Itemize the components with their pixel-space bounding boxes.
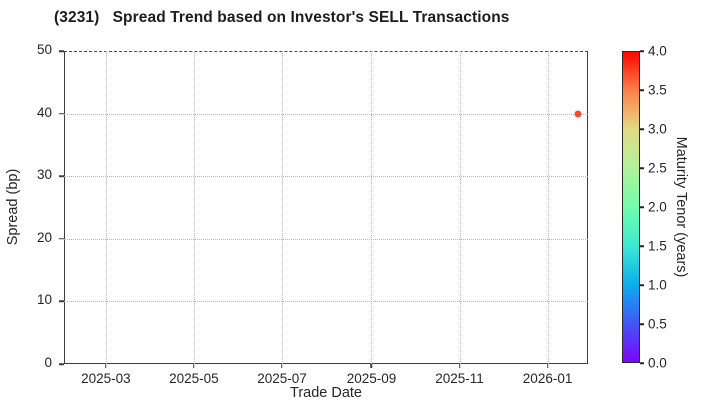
data-point [574,110,582,118]
y-gridline [64,176,588,178]
colorbar-tick-mark [640,206,644,208]
y-tick-mark [59,300,64,303]
colorbar-label: Maturity Tenor (years) [673,136,689,278]
x-gridline [281,51,283,364]
x-tick-mark [458,364,461,368]
colorbar-tick-label: 0.5 [648,316,667,332]
colorbar-tick-mark [640,167,644,169]
chart-title: (3231) Spread Trend based on Investor's … [54,9,510,26]
colorbar-tick-mark [640,50,644,52]
x-gridline [193,51,195,364]
x-tick-mark [370,364,373,368]
colorbar-tick-mark [640,323,644,325]
y-tick-label: 50 [36,42,52,57]
colorbar-tick-mark [640,362,644,364]
y-tick-mark [59,112,64,115]
colorbar-gradient [622,51,640,363]
x-tick-label: 2025-09 [346,371,397,386]
y-gridline [64,238,588,240]
x-tick-label: 2025-07 [257,371,307,386]
x-gridline [371,51,373,364]
y-gridline [64,301,588,303]
colorbar-tick-mark [640,245,644,247]
colorbar-tick-mark [640,128,644,130]
y-tick-mark [59,363,64,365]
colorbar-tick-label: 2.5 [648,160,667,176]
y-tick-label: 20 [36,229,52,245]
colorbar-tick-label: 2.0 [648,199,667,215]
y-tick-label: 0 [44,355,52,370]
y-tick-mark [59,238,64,240]
x-tick-mark [193,364,195,368]
colorbar-tick-label: 0.0 [648,355,667,371]
x-tick-label: 2026-01 [522,371,573,386]
x-tick-label: 2025-03 [81,371,131,386]
x-tick-mark [281,364,283,368]
y-tick-mark [59,175,64,177]
colorbar-tick-label: 4.0 [648,43,667,59]
colorbar-tick-label: 3.5 [648,82,667,98]
x-gridline [105,51,107,364]
y-tick-label: 40 [36,104,52,120]
colorbar-tick-label: 3.0 [648,121,667,137]
y-gridline [64,113,588,115]
colorbar-tick-mark [640,284,644,286]
colorbar-tick-label: 1.0 [648,277,667,293]
x-gridline [547,51,549,364]
plot-area [64,51,588,364]
x-axis-label: Trade Date [290,385,362,401]
colorbar-tick-label: 1.5 [648,238,667,254]
x-tick-label: 2025-05 [169,371,219,386]
x-tick-mark [105,364,107,368]
y-tick-label: 30 [36,167,52,183]
x-gridline [459,51,461,364]
x-tick-label: 2025-11 [435,371,484,386]
y-tick-label: 10 [36,292,52,308]
colorbar-tick-mark [640,89,644,91]
y-tick-mark [59,50,64,52]
x-tick-mark [546,364,549,368]
